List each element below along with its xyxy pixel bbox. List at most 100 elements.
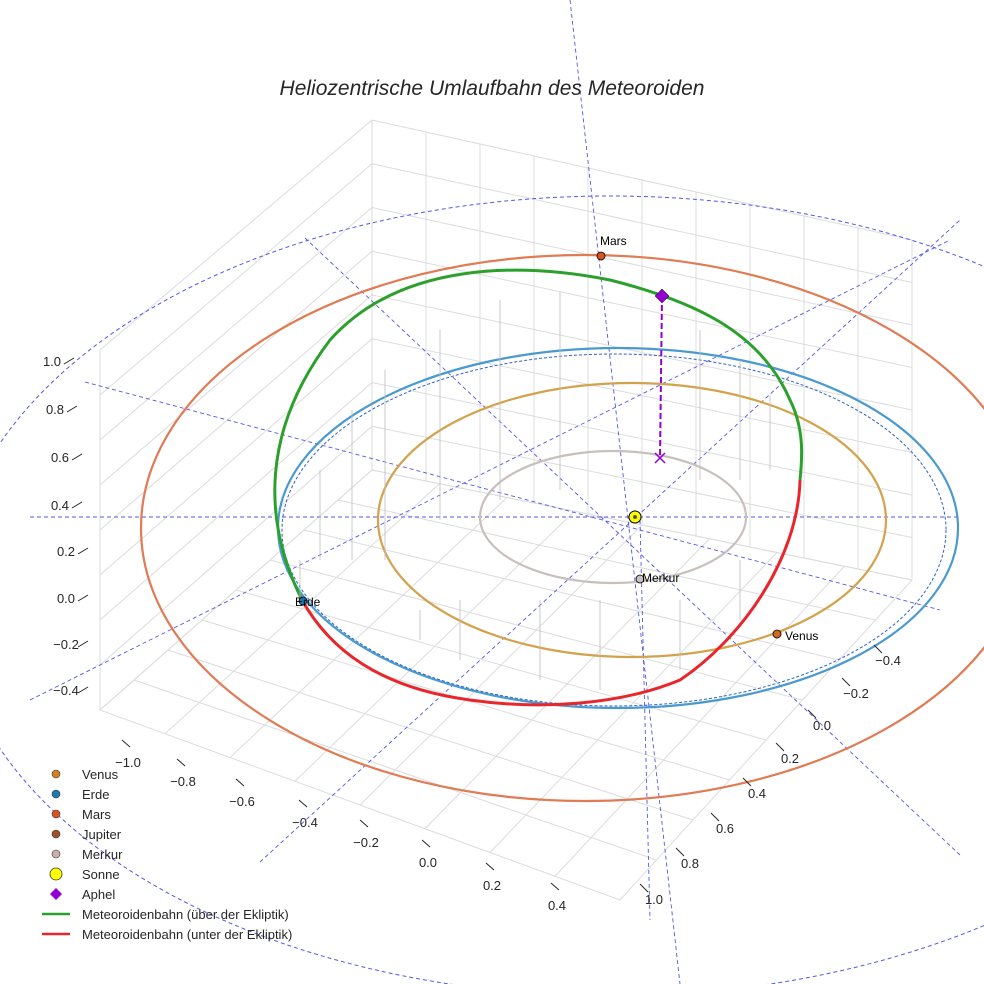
aphel-marker xyxy=(654,288,670,304)
y-tick-label: 0.4 xyxy=(748,786,766,801)
legend-label: Mars xyxy=(82,807,111,822)
orbit-erde xyxy=(276,346,960,710)
aphel-projection-x xyxy=(654,452,666,464)
orbit-merkur xyxy=(478,449,748,585)
ecliptic-spoke xyxy=(259,219,961,863)
z-tick-mark xyxy=(77,547,89,555)
x-tick-label: 0.4 xyxy=(548,898,566,913)
grid-line xyxy=(371,207,913,326)
planet-marker-erde xyxy=(298,596,308,606)
chart-title: Heliozentrische Umlaufbahn des Meteoroid… xyxy=(280,77,705,100)
y-tick-mark xyxy=(710,812,720,822)
grid-line xyxy=(424,538,710,830)
z-tick-label: 1.0 xyxy=(43,354,61,369)
z-tick-label: −0.4 xyxy=(53,683,79,698)
x-tick-label: −0.4 xyxy=(292,815,318,830)
grid-line xyxy=(99,382,373,621)
z-tick-label: 0.0 xyxy=(57,591,75,606)
planet-marker-venus xyxy=(772,629,782,639)
meteoroid-orbit-above xyxy=(273,268,804,601)
ecliptic-spoke xyxy=(29,239,951,701)
legend-label: Erde xyxy=(82,787,109,802)
x-tick-mark xyxy=(359,819,369,828)
z-tick-label: 0.4 xyxy=(51,498,69,513)
planet-marker-merkur xyxy=(635,574,645,584)
legend-label: Venus xyxy=(82,767,119,782)
sun-core xyxy=(633,515,637,519)
x-tick-mark xyxy=(176,758,186,767)
orbit-erde-trace xyxy=(281,353,947,707)
grid-line xyxy=(371,425,913,538)
planet-label-erde: Erde xyxy=(295,595,321,609)
ecliptic-spoke xyxy=(84,381,941,611)
legend-marker-sun xyxy=(49,867,63,881)
orbit-layer xyxy=(140,253,984,803)
y-tick-mark xyxy=(675,847,685,857)
legend-marker-diamond xyxy=(50,888,62,900)
x-tick-mark xyxy=(421,839,431,848)
x-tick-mark xyxy=(121,739,131,748)
y-tick-label: 1.0 xyxy=(645,892,663,907)
grid-line xyxy=(371,250,913,368)
grid-line xyxy=(371,469,913,581)
x-tick-label: −1.0 xyxy=(115,755,141,770)
x-tick-label: −0.8 xyxy=(170,774,196,789)
x-tick-label: 0.0 xyxy=(419,855,437,870)
legend-marker-dot xyxy=(51,849,61,859)
planet-label-mars: Mars xyxy=(600,234,627,248)
grid-line xyxy=(554,565,845,877)
grid-line xyxy=(371,119,913,241)
y-tick-mark xyxy=(742,777,752,787)
y-tick-mark xyxy=(841,677,851,687)
x-tick-label: −0.2 xyxy=(353,835,379,850)
legend-label: Jupiter xyxy=(82,827,122,842)
y-tick-label: 0.8 xyxy=(681,856,699,871)
y-tick-mark xyxy=(873,644,883,654)
grid-layer xyxy=(99,119,913,901)
y-tick-label: 0.0 xyxy=(813,718,831,733)
legend-label: Sonne xyxy=(82,867,120,882)
orbit-mars xyxy=(140,253,984,803)
legend-label: Meteoroidenbahn (unter der Ekliptik) xyxy=(82,927,292,942)
z-tick-label: 0.8 xyxy=(46,402,64,417)
x-tick-mark xyxy=(298,799,308,808)
planet-marker-mars xyxy=(596,251,606,261)
ecliptic-spoke xyxy=(304,237,961,856)
ecliptic-spoke xyxy=(639,519,651,921)
grid-line xyxy=(371,294,913,411)
planet-label-venus: Venus xyxy=(785,629,818,643)
grid-line xyxy=(359,524,643,806)
legend: Venus Erde Mars Jupiter Merkur Sonne Aphel Mete… xyxy=(42,767,292,942)
y-tick-mark xyxy=(775,742,785,752)
grid-line xyxy=(371,163,913,283)
grid-line xyxy=(337,499,876,621)
x-tick-label: 0.2 xyxy=(483,878,501,893)
grid-line xyxy=(99,163,373,396)
z-tick-label: 0.2 xyxy=(57,544,75,559)
grid-line xyxy=(99,338,373,576)
legend-label: Aphel xyxy=(82,887,115,902)
z-tick-mark xyxy=(77,640,89,648)
z-tick-mark xyxy=(71,501,83,509)
legend-label: Merkur xyxy=(82,847,123,862)
x-tick-label: −0.6 xyxy=(229,794,255,809)
y-tick-mark xyxy=(639,883,649,893)
z-tick-label: −0.2 xyxy=(53,637,79,652)
x-tick-mark xyxy=(485,862,495,871)
legend-marker-dot xyxy=(51,809,61,819)
meteoroid-orbit-below xyxy=(300,479,802,707)
marker-layer: Venus Erde Mars Merkur xyxy=(295,234,818,643)
orbit-venus xyxy=(376,381,888,659)
z-tick-label: 0.6 xyxy=(51,450,69,465)
legend-marker-dot xyxy=(51,769,61,779)
grid-line xyxy=(99,469,373,711)
axis-ticks: −1.0 −0.8 −0.6 −0.4 −0.2 0.0 0.2 0.4 −0.4 −0.2 0.0… xyxy=(43,354,901,913)
aphel-drop-line xyxy=(659,295,663,459)
grid-line xyxy=(489,552,778,853)
grid-line xyxy=(99,207,373,441)
grid-line xyxy=(99,119,373,351)
grid-line xyxy=(619,579,913,901)
ecliptic-outer-ring xyxy=(0,195,984,984)
